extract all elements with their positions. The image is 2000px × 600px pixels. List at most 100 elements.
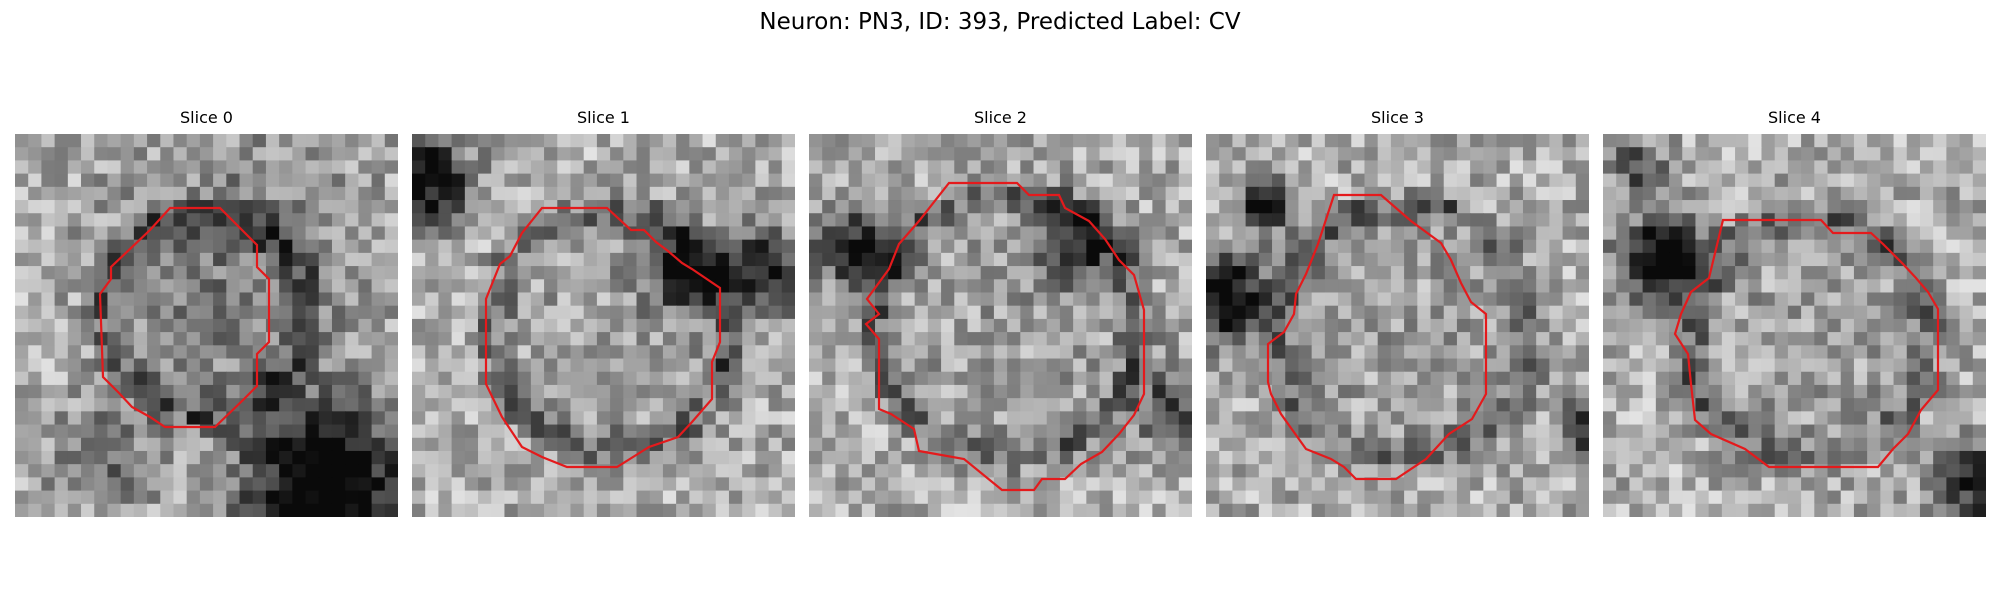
image-pixel (133, 186, 148, 201)
image-pixel (15, 252, 29, 267)
image-pixel (980, 398, 995, 412)
image-pixel (318, 266, 333, 280)
image-pixel (54, 490, 69, 505)
image-pixel (1642, 318, 1657, 333)
image-pixel (1509, 490, 1524, 505)
image-pixel (1616, 503, 1631, 517)
image-pixel (649, 160, 664, 175)
image-pixel (715, 147, 730, 162)
image-pixel (1165, 239, 1180, 254)
image-pixel (636, 332, 651, 346)
image-pixel (371, 305, 386, 320)
image-pixel (1272, 384, 1286, 399)
image-pixel (967, 186, 982, 201)
image-pixel (226, 173, 241, 188)
image-pixel (1629, 411, 1644, 426)
image-pixel (1496, 411, 1511, 426)
image-pixel (1073, 318, 1087, 333)
image-pixel (702, 503, 717, 517)
image-pixel (1178, 371, 1192, 386)
image-pixel (464, 226, 479, 241)
image-pixel (1655, 384, 1670, 399)
image-pixel (107, 226, 122, 241)
image-pixel (662, 450, 677, 465)
image-pixel (1562, 266, 1577, 280)
image-pixel (1245, 490, 1260, 505)
image-pixel (728, 384, 743, 399)
image-pixel (1575, 186, 1589, 201)
image-pixel (1509, 186, 1524, 201)
image-pixel (213, 464, 227, 478)
image-pixel (835, 160, 850, 175)
image-pixel (1562, 279, 1577, 294)
image-pixel (1152, 134, 1167, 148)
image-pixel (199, 279, 214, 294)
image-pixel (1509, 503, 1524, 517)
image-pixel (1298, 490, 1313, 505)
image-pixel (1020, 252, 1035, 267)
image-pixel (81, 239, 95, 254)
image-pixel (954, 200, 969, 214)
image-pixel (676, 226, 690, 241)
image-pixel (1642, 398, 1657, 412)
image-pixel (1020, 411, 1035, 426)
image-pixel (1285, 371, 1300, 386)
image-pixel (1112, 173, 1127, 188)
image-pixel (1603, 134, 1617, 148)
image-pixel (570, 226, 585, 241)
image-pixel (517, 134, 532, 148)
image-pixel (649, 503, 664, 517)
image-pixel (1046, 279, 1061, 294)
image-pixel (1298, 358, 1313, 373)
image-pixel (689, 345, 704, 360)
image-pixel (1086, 213, 1101, 228)
image-pixel (1801, 160, 1815, 175)
image-pixel (1417, 345, 1432, 360)
image-pixel (1919, 358, 1934, 373)
image-pixel (676, 292, 690, 307)
image-pixel (980, 464, 995, 478)
image-pixel (662, 411, 677, 426)
image-pixel (1933, 345, 1947, 360)
image-pixel (1629, 279, 1644, 294)
image-pixel (1059, 398, 1074, 412)
image-pixel (1404, 173, 1418, 188)
image-pixel (147, 226, 161, 241)
image-pixel (1206, 147, 1220, 162)
image-pixel (1258, 411, 1273, 426)
image-pixel (1708, 437, 1723, 452)
image-pixel (1483, 503, 1498, 517)
image-pixel (1377, 134, 1392, 148)
image-pixel (848, 292, 863, 307)
image-pixel (1708, 160, 1723, 175)
image-pixel (1112, 226, 1127, 241)
image-pixel (1496, 398, 1511, 412)
image-pixel (1642, 358, 1657, 373)
image-pixel (544, 345, 558, 360)
image-pixel (478, 147, 492, 162)
image-pixel (1880, 305, 1895, 320)
image-pixel (1099, 424, 1114, 439)
image-pixel (1655, 398, 1670, 412)
image-pixel (1827, 305, 1842, 320)
image-pixel (1125, 477, 1140, 492)
image-pixel (1616, 318, 1631, 333)
image-pixel (1669, 503, 1683, 517)
image-pixel (1033, 239, 1048, 254)
image-pixel (941, 345, 955, 360)
image-pixel (199, 173, 214, 188)
image-pixel (610, 266, 624, 280)
image-pixel (1827, 318, 1842, 333)
image-pixel (1007, 384, 1021, 399)
image-pixel (1086, 292, 1101, 307)
image-pixel (1099, 345, 1114, 360)
image-pixel (1827, 292, 1842, 307)
image-pixel (1708, 477, 1723, 492)
image-pixel (610, 503, 624, 517)
image-pixel (1761, 147, 1776, 162)
image-pixel (517, 239, 532, 254)
image-pixel (1112, 160, 1127, 175)
image-pixel (15, 186, 29, 201)
image-pixel (676, 411, 690, 426)
image-pixel (901, 200, 916, 214)
